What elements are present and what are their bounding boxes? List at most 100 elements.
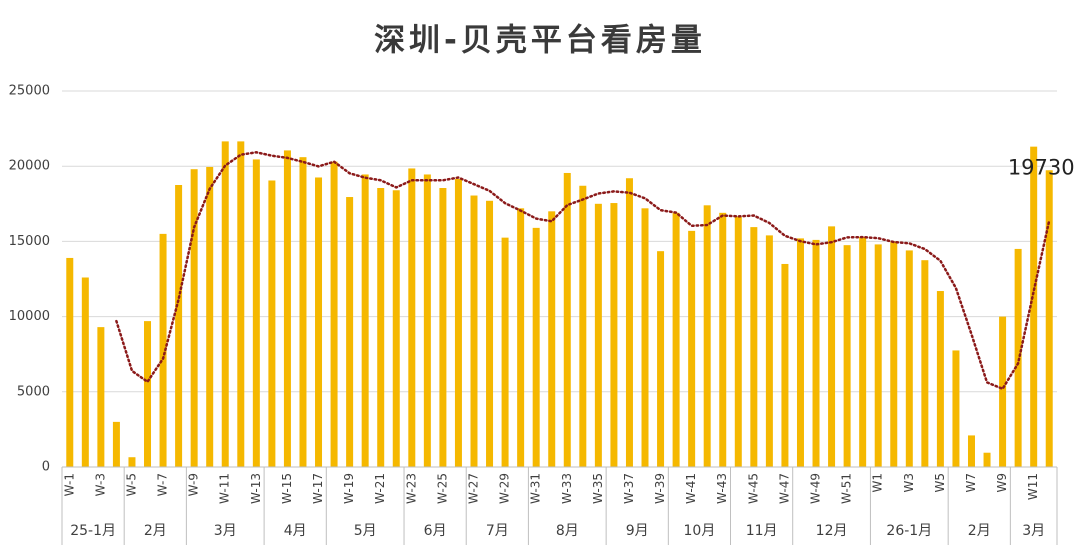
bar [812,239,820,467]
x-tick-label: W-23 [404,473,418,504]
group-label: 6月 [424,523,447,539]
x-tick-label: W-49 [809,473,823,504]
bar [206,166,214,467]
group-label: 26-1月 [886,523,932,539]
bar [874,244,882,467]
bar [719,212,727,467]
bar [175,185,183,467]
x-tick-label: W9 [995,473,1009,493]
x-tick-label: W-3 [93,473,107,496]
x-tick-label: W-31 [529,473,543,504]
y-tick-label: 15000 [9,234,50,249]
bar [625,178,633,467]
x-tick-label: W-35 [591,473,605,504]
group-label: 7月 [486,523,509,539]
bar [128,457,136,467]
x-tick-label: W-51 [840,473,854,504]
bar [657,251,665,467]
bar [999,316,1007,467]
bar [734,216,742,467]
x-tick-label: W-37 [622,473,636,504]
bar [97,327,105,467]
bar [967,435,975,467]
bar [703,205,711,467]
group-label: 3月 [214,523,237,539]
bar [423,174,431,468]
bar [1014,248,1022,467]
bar [641,208,649,467]
bar [439,188,447,467]
bar [315,177,323,468]
bar [610,203,618,467]
bar [112,421,120,467]
bar [268,180,276,467]
x-tick-label: W-17 [311,473,325,504]
bar [936,291,944,467]
x-tick-label: W-41 [684,473,698,504]
x-tick-label: W3 [902,473,916,493]
group-label: 3月 [1022,523,1045,539]
group-label: 2月 [968,523,991,539]
x-tick-label: W1 [871,473,885,493]
bar [221,141,229,467]
y-tick-label: 5000 [17,384,50,399]
x-tick-label: W-45 [746,473,760,504]
x-tick-label: W-19 [342,473,356,504]
bar [796,238,804,467]
group-label: 25-1月 [70,523,116,539]
x-tick-label: W11 [1026,473,1040,500]
group-label: 4月 [284,523,307,539]
bar [517,208,525,467]
group-label: 12月 [816,523,848,539]
bar [843,245,851,467]
bar [159,233,167,467]
bar [486,200,494,468]
x-tick-label: W-27 [466,473,480,504]
bar [470,195,478,467]
group-label: 8月 [556,523,579,539]
x-tick-label: W-21 [373,473,387,504]
bar [1045,170,1053,467]
bar [237,141,245,467]
bar [594,203,602,468]
x-tick-label: W-25 [435,473,449,504]
bar [1030,146,1038,467]
bar [532,227,540,467]
x-tick-label: W-7 [156,473,170,496]
bar [672,212,680,467]
bar [454,178,462,467]
bar [81,277,89,467]
x-tick-label: W-39 [653,473,667,504]
bar [283,150,291,467]
x-tick-label: W-43 [715,473,729,504]
x-tick-label: W-47 [777,473,791,504]
x-tick-label: W-5 [124,473,138,496]
y-tick-label: 25000 [9,84,50,99]
group-label: 9月 [626,523,649,539]
x-tick-label: W-11 [218,473,232,504]
bar [905,250,913,467]
x-tick-label: W-9 [187,473,201,496]
bar [144,321,152,467]
x-tick-label: W7 [964,473,978,493]
x-tick-label: W-33 [560,473,574,504]
bar [346,197,354,468]
bar [330,161,338,468]
group-label: 5月 [354,523,377,539]
x-tick-label: W-29 [498,473,512,504]
bar [983,452,991,467]
value-label: 19730 [1008,155,1075,179]
y-tick-label: 0 [42,460,50,475]
bar [66,257,74,467]
bar [548,211,556,467]
bar [299,157,307,467]
bar [501,237,509,467]
bar [765,235,773,467]
trendline [115,151,1051,391]
bar [392,190,400,467]
bar [750,227,758,467]
group-label: 11月 [746,523,778,539]
bar [377,188,385,467]
y-tick-label: 20000 [9,159,50,174]
chart-title: 深圳-贝壳平台看房量 [374,23,706,59]
